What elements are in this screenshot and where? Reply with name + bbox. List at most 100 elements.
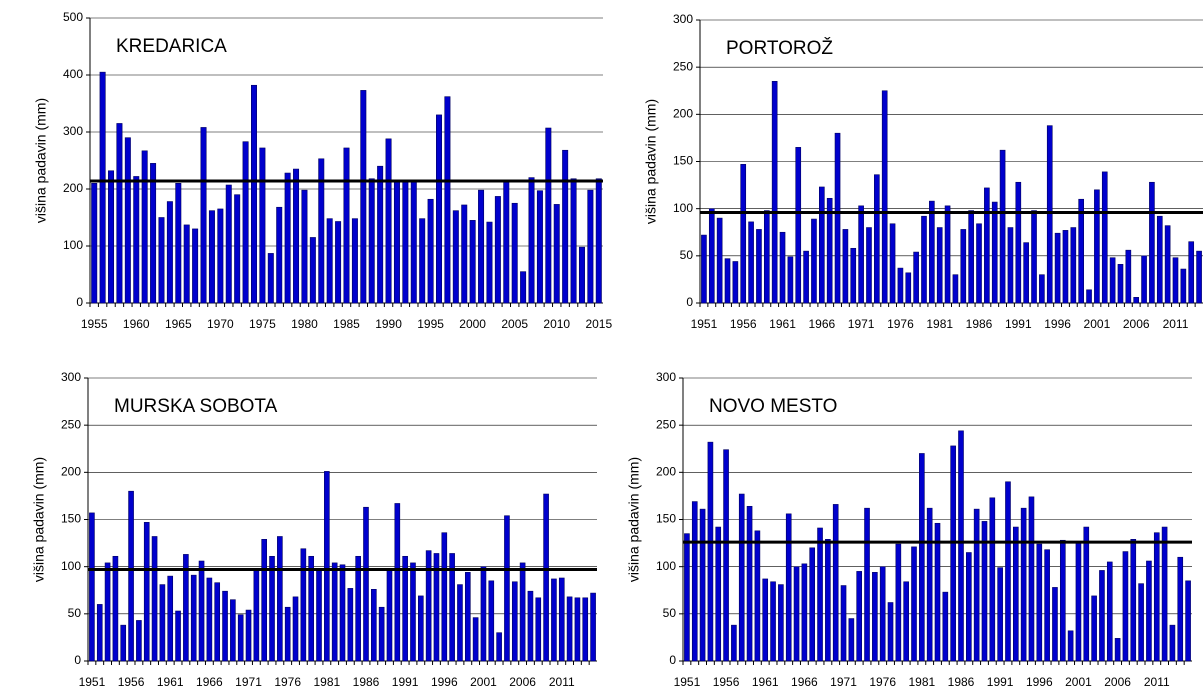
bar <box>785 513 792 662</box>
bar <box>108 170 115 304</box>
y-tick-label: 50 <box>68 606 82 620</box>
x-tick-label: 2006 <box>509 675 536 689</box>
bar <box>309 237 316 304</box>
bar <box>363 506 369 662</box>
bar <box>335 221 342 304</box>
bar <box>817 527 823 662</box>
bar <box>385 138 392 304</box>
bar <box>997 567 1003 662</box>
bar <box>1062 230 1069 304</box>
bar <box>504 515 510 662</box>
y-tick-label: 300 <box>63 124 83 138</box>
bar <box>795 147 802 304</box>
bar <box>198 560 205 662</box>
bar <box>486 221 493 304</box>
bar <box>503 180 510 304</box>
x-tick-label: 1965 <box>165 317 192 331</box>
bar <box>819 186 825 304</box>
bar <box>91 183 98 304</box>
bar <box>116 123 123 304</box>
x-tick-label: 2010 <box>543 317 570 331</box>
bar <box>731 624 737 662</box>
bar <box>770 581 776 662</box>
bar <box>410 562 416 662</box>
bar <box>811 218 817 304</box>
bar <box>919 453 925 662</box>
y-tick-label: 100 <box>673 201 693 215</box>
bar <box>942 591 949 662</box>
y-axis-label: višina padavin (mm) <box>33 98 49 223</box>
x-tick-label: 1996 <box>431 675 458 689</box>
bar <box>748 221 754 304</box>
bar <box>825 539 831 662</box>
bar <box>1101 171 1108 304</box>
bar <box>740 164 747 304</box>
bar <box>787 256 794 304</box>
bar <box>1007 227 1014 304</box>
y-tick-label: 200 <box>673 107 693 121</box>
bar <box>371 589 377 662</box>
x-tick-label: 1961 <box>157 675 184 689</box>
bar <box>300 548 307 662</box>
bar <box>1039 274 1045 304</box>
x-tick-label: 1956 <box>730 317 757 331</box>
bar <box>1078 198 1084 304</box>
bar <box>746 505 753 662</box>
bar <box>318 158 325 304</box>
x-tick-label: 1986 <box>353 675 380 689</box>
bar <box>1031 210 1037 304</box>
bar <box>324 471 330 662</box>
bar <box>527 590 534 662</box>
bar <box>433 553 440 662</box>
x-tick-label: 1991 <box>392 675 419 689</box>
bar <box>536 190 543 304</box>
bar <box>858 205 864 304</box>
x-tick-label: 1956 <box>713 675 740 689</box>
bar <box>402 180 409 304</box>
bar <box>472 617 479 662</box>
bar <box>343 147 350 304</box>
x-tick-label: 1956 <box>118 675 145 689</box>
bar <box>96 604 103 662</box>
bar <box>699 508 706 662</box>
bar <box>1028 496 1035 662</box>
bar <box>803 250 809 304</box>
bar <box>570 178 577 304</box>
bar <box>1094 189 1100 304</box>
bar <box>418 595 424 662</box>
bar <box>225 184 232 304</box>
bar <box>478 189 485 304</box>
bar <box>1015 181 1022 304</box>
bar <box>511 581 518 662</box>
bar <box>276 206 283 304</box>
bar <box>494 196 501 304</box>
bar <box>326 218 333 304</box>
bar <box>793 566 800 662</box>
y-tick-label: 0 <box>74 653 81 667</box>
title-box <box>102 28 252 64</box>
bar <box>952 274 959 304</box>
y-axis-label: višina padavin (mm) <box>643 99 659 224</box>
bar <box>708 208 715 304</box>
bar <box>936 227 943 304</box>
bar <box>461 204 468 304</box>
bar <box>543 493 549 662</box>
title-box <box>100 388 360 424</box>
x-tick-label: 2001 <box>1065 675 1092 689</box>
bar <box>903 581 909 662</box>
x-tick-label: 1996 <box>1026 675 1053 689</box>
x-tick-label: 1981 <box>313 675 340 689</box>
bar <box>436 114 442 304</box>
bar <box>1106 561 1113 662</box>
bar <box>1036 543 1043 662</box>
x-tick-label: 1981 <box>926 317 953 331</box>
bar <box>1156 215 1163 304</box>
x-tick-label: 1951 <box>674 675 701 689</box>
bar <box>989 497 996 662</box>
bar <box>1141 255 1147 304</box>
bar <box>960 229 967 304</box>
bar <box>141 150 148 304</box>
bar <box>1172 257 1179 304</box>
x-tick-label: 1951 <box>691 317 718 331</box>
bar <box>143 522 150 662</box>
